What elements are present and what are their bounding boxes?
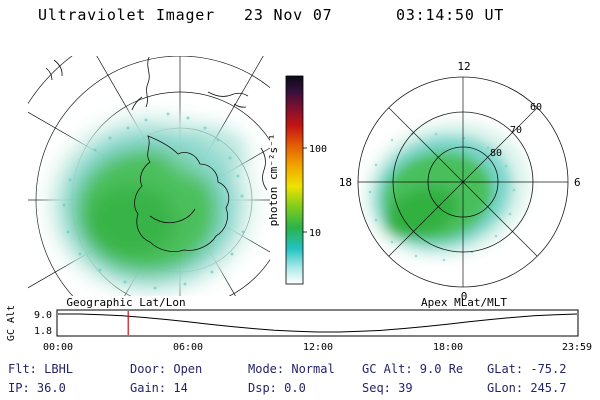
status-mode: Mode: Normal <box>248 362 335 376</box>
mlt-label-18: 18 <box>339 176 352 189</box>
status-glon: GLon: 245.7 <box>487 381 566 395</box>
geo-map-caption: Geographic Lat/Lon <box>66 296 185 309</box>
gc-alt-curve <box>58 313 578 333</box>
colorbar-tick-10: 10 <box>309 228 321 239</box>
aurora-speckles-geo <box>62 112 245 290</box>
apex-grid <box>357 76 569 288</box>
aurora-image-apex <box>363 120 531 260</box>
apex-caption: Apex MLat/MLT <box>421 296 507 309</box>
header-title: Ultraviolet Imager <box>38 6 215 24</box>
strip-chart: GC Alt 9.0 1.8 00:00 06:00 12:00 18:00 2… <box>6 305 592 353</box>
status-gc-alt: GC Alt: 9.0 Re <box>362 362 463 376</box>
lat-label-80: 80 <box>490 148 502 159</box>
status-door: Door: Open <box>130 362 202 376</box>
lat-label-70: 70 <box>510 125 522 136</box>
colorbar: 100 10 photon cm⁻²s⁻¹ <box>267 75 327 285</box>
strip-xtick-0000: 00:00 <box>43 342 73 353</box>
geo-map-panel <box>28 56 270 296</box>
strip-ytick-top: 9.0 <box>34 310 52 321</box>
mlt-label-6: 6 <box>574 176 581 189</box>
aurora-image-geo <box>46 112 258 296</box>
strip-ytick-bottom: 1.8 <box>34 326 52 337</box>
mlt-label-0: 0 <box>461 290 468 303</box>
colorbar-tick-100: 100 <box>309 144 327 155</box>
geo-coastlines <box>45 56 268 252</box>
aurora-speckles-apex <box>368 132 516 262</box>
status-glat: GLat: -75.2 <box>487 362 566 376</box>
strip-xtick-1800: 18:00 <box>433 342 463 353</box>
header-date: 23 Nov 07 <box>244 6 332 24</box>
status-seq: Seq: 39 <box>362 381 413 395</box>
mlt-label-12: 12 <box>457 60 470 73</box>
status-dsp: Dsp: 0.0 <box>248 381 306 395</box>
colorbar-gradient <box>285 75 304 285</box>
status-ip: IP: 36.0 <box>8 381 66 395</box>
status-flt: Flt: LBHL <box>8 362 73 376</box>
strip-xtick-0600: 06:00 <box>173 342 203 353</box>
strip-xtick-1200: 12:00 <box>303 342 333 353</box>
header-time: 03:14:50 UT <box>396 6 504 24</box>
strip-xtick-2359: 23:59 <box>562 342 592 353</box>
status-rows: Flt: LBHL Door: Open Mode: Normal GC Alt… <box>8 362 566 395</box>
colorbar-label: photon cm⁻²s⁻¹ <box>267 134 280 227</box>
apex-plot-panel: 12 0 18 6 60 70 80 <box>339 60 581 303</box>
status-gain: Gain: 14 <box>130 381 188 395</box>
strip-ylabel: GC Alt <box>6 305 17 341</box>
lat-label-60: 60 <box>530 102 542 113</box>
